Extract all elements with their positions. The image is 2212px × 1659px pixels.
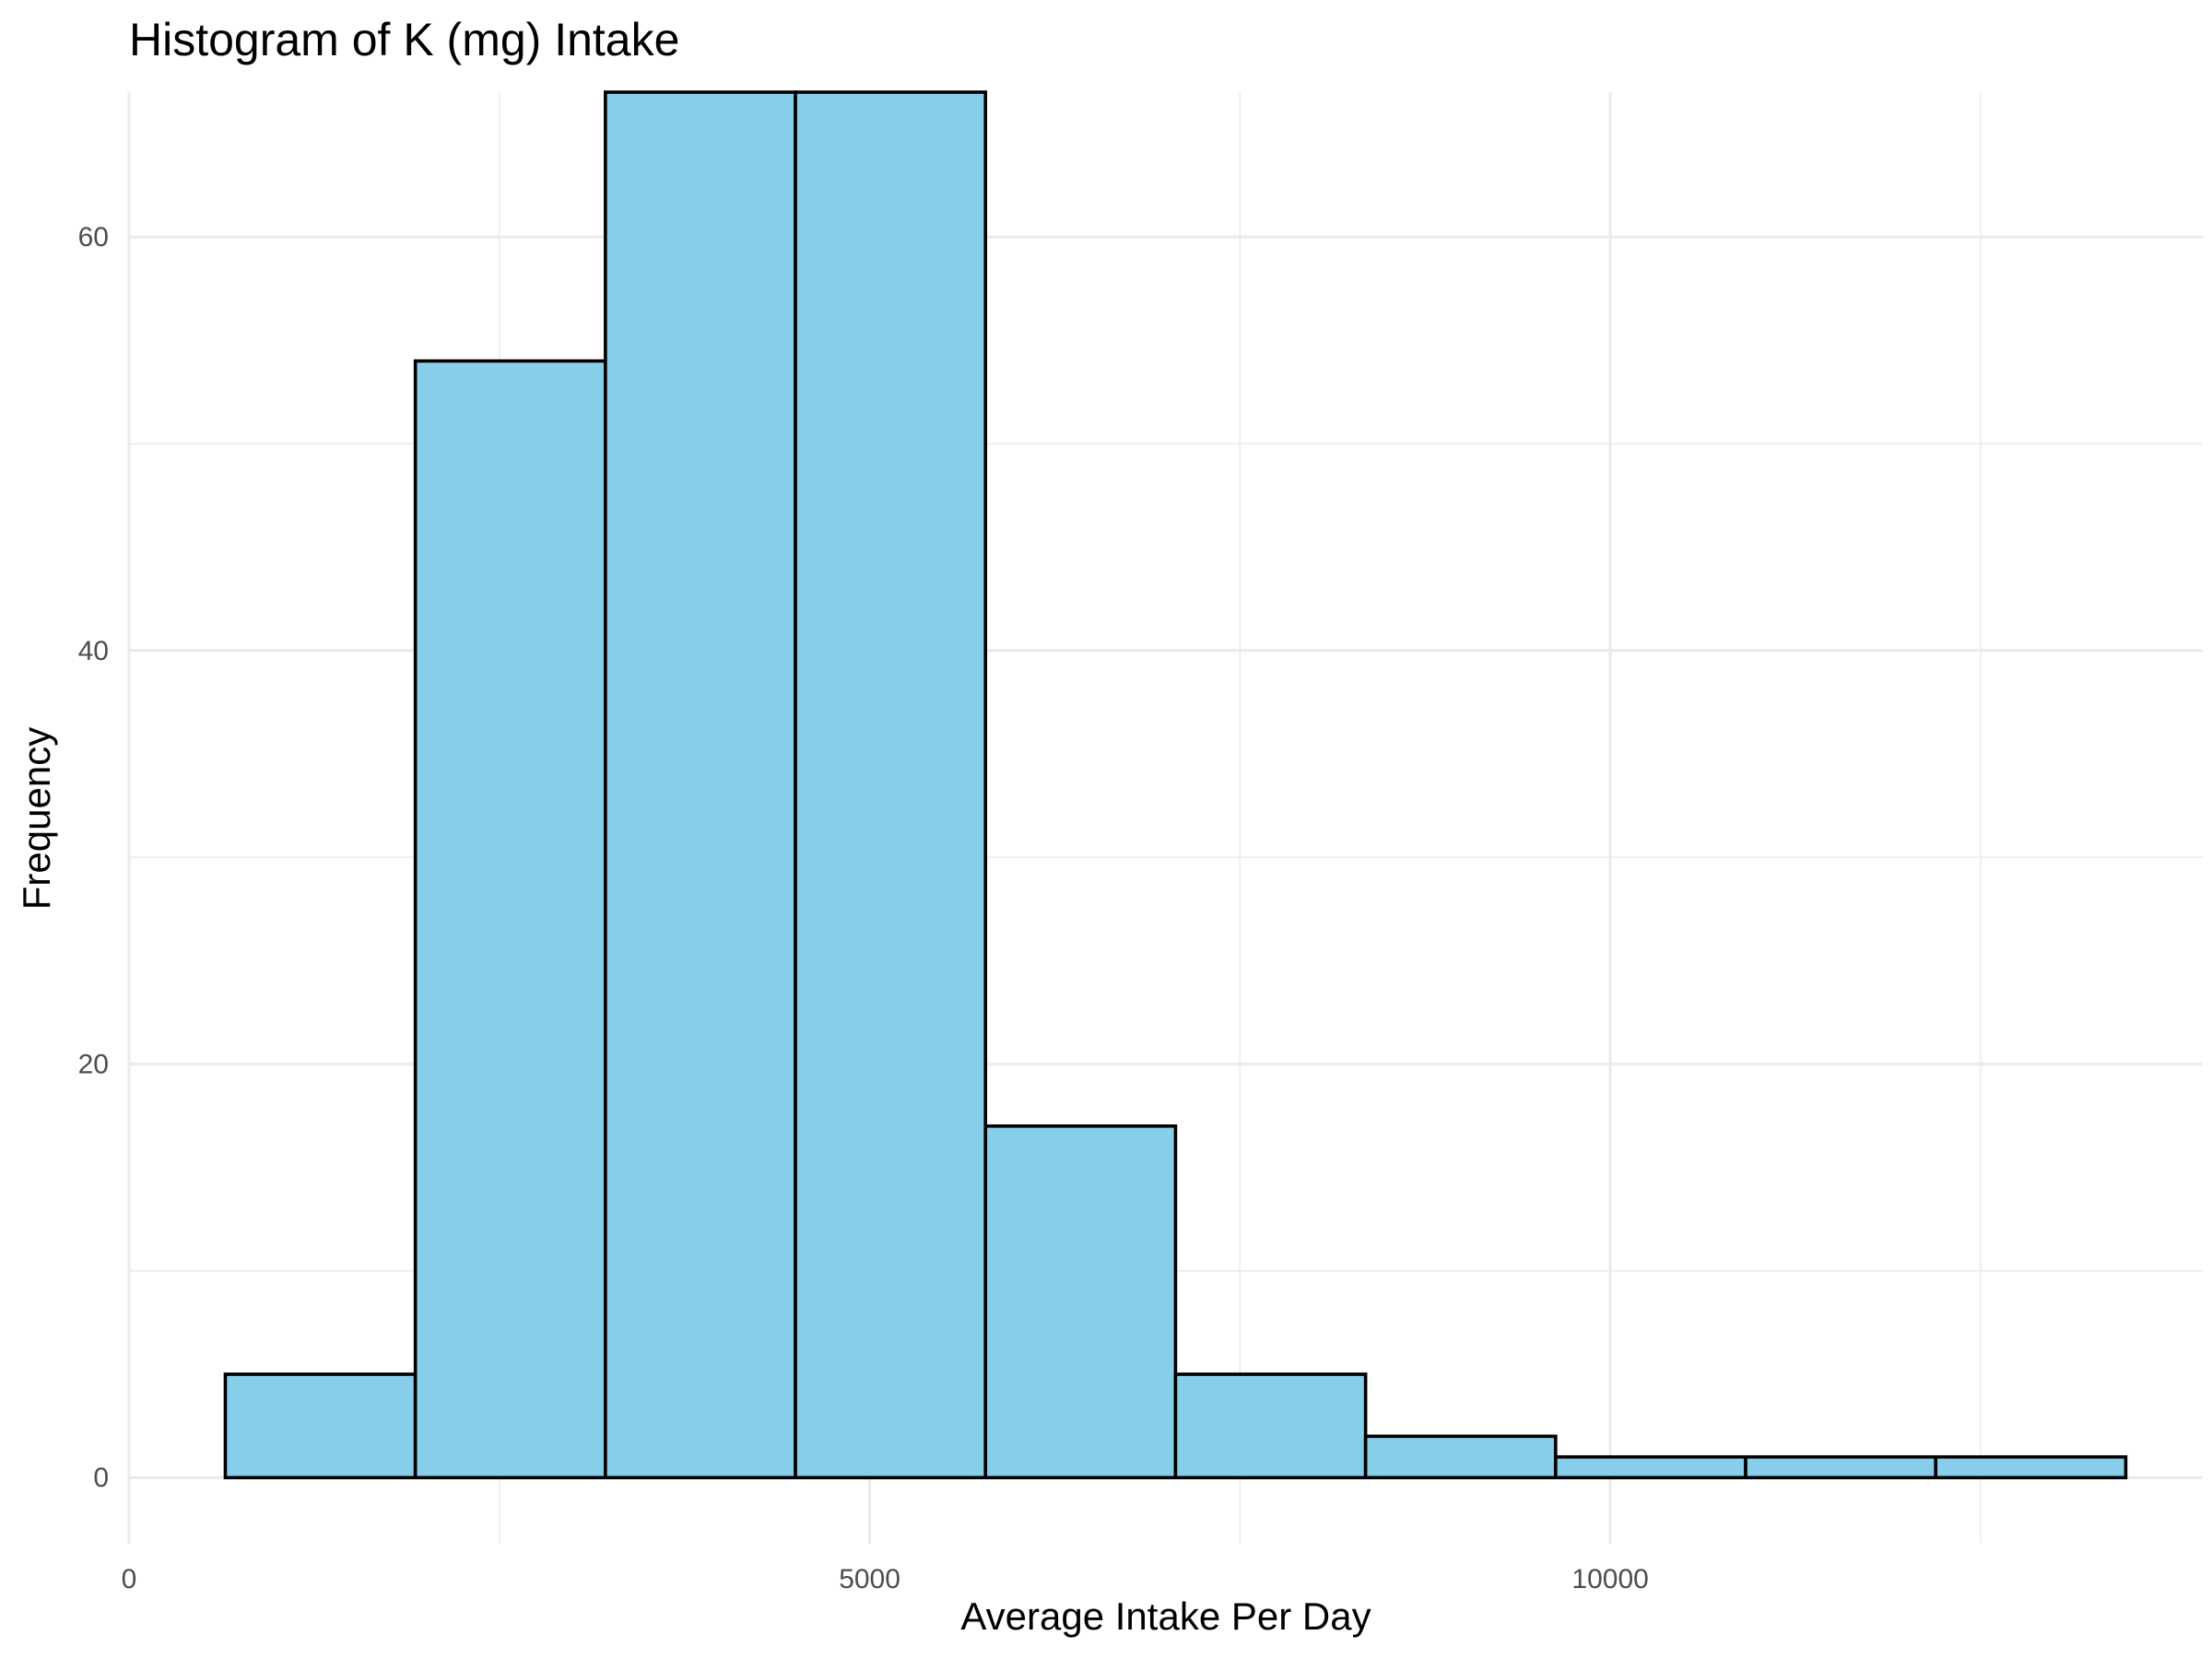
tick-labels: 0 20 40 60 0 5000 10000	[78, 222, 1649, 1594]
chart-title: Histogram of K (mg) Intake	[129, 14, 680, 65]
histogram-bars	[223, 90, 2128, 1480]
histogram-bar	[223, 1372, 418, 1480]
histogram-bar	[1554, 1454, 1747, 1480]
y-tick-label: 0	[93, 1463, 109, 1493]
histogram-bar	[794, 90, 988, 1480]
y-tick-label: 60	[78, 222, 109, 253]
histogram-bar	[1173, 1372, 1368, 1480]
x-axis-label: Average Intake Per Day	[960, 1594, 1371, 1638]
histogram-bar	[983, 1124, 1178, 1480]
y-axis-label: Frequency	[15, 726, 58, 911]
y-tick-label: 20	[78, 1049, 109, 1079]
x-tick-label: 10000	[1571, 1564, 1648, 1594]
histogram-bar	[1934, 1454, 2128, 1480]
histogram-bar	[1744, 1454, 1938, 1480]
y-tick-label: 40	[78, 636, 109, 666]
x-tick-label: 5000	[839, 1564, 900, 1594]
histogram-bar	[1363, 1434, 1558, 1480]
histogram-bar	[604, 90, 797, 1480]
x-tick-label: 0	[122, 1564, 137, 1594]
histogram-bar	[413, 359, 607, 1480]
